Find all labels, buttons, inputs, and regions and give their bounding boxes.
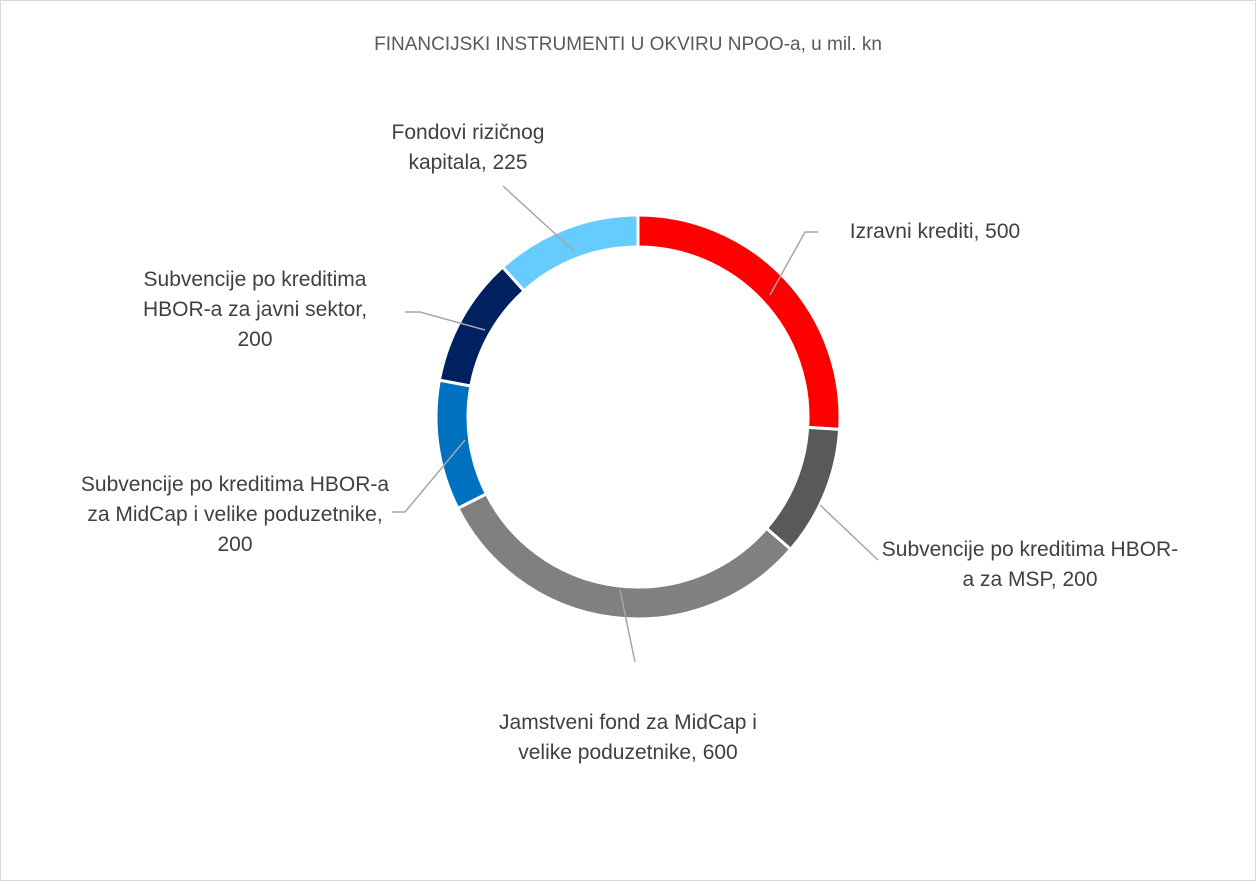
leader-line [392, 439, 466, 513]
leader-line [819, 504, 879, 561]
data-label: Subvencije po kreditima HBOR-a za MidCap… [80, 473, 390, 556]
data-label: Izravni krediti, 500 [849, 220, 1021, 243]
leader-line [619, 589, 636, 663]
data-label: Fondovi rizičnog kapitala, 225 [391, 121, 545, 174]
data-label: Subvencije po kreditima HBOR-a za MSP, 2… [881, 538, 1179, 591]
leader-line [405, 311, 486, 331]
leader-line [769, 231, 818, 296]
leader-line [502, 185, 576, 253]
chart-title: FINANCIJSKI INSTRUMENTI U OKVIRU NPOO-a,… [374, 34, 882, 55]
donut-slice [500, 213, 640, 293]
data-label: Jamstveni fond za MidCap i velike poduze… [499, 711, 757, 764]
data-label: Subvencije po kreditima HBOR-a za javni … [142, 268, 368, 351]
